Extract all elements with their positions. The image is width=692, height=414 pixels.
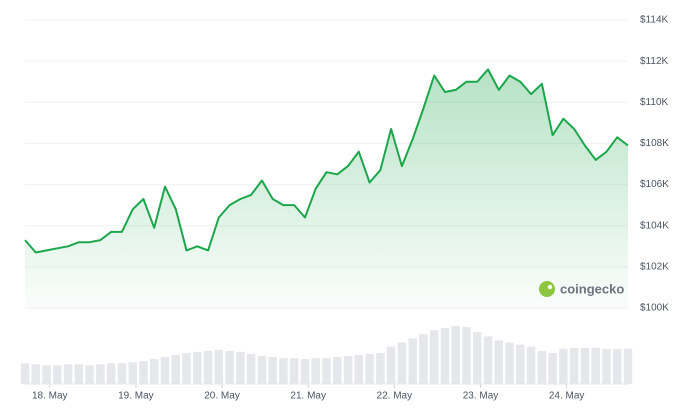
x-tick-label: 23. May xyxy=(463,391,499,402)
volume-bar xyxy=(139,361,148,384)
volume-bar xyxy=(494,340,504,384)
y-tick-label: $114K xyxy=(640,15,669,26)
volume-bar xyxy=(548,352,557,384)
volume-bar xyxy=(279,358,288,384)
volume-bar xyxy=(128,362,137,384)
volume-bar xyxy=(236,351,245,384)
volume-bar xyxy=(74,364,84,384)
price-line xyxy=(24,68,629,254)
volume-bar xyxy=(429,330,439,384)
x-tick-label: 18. May xyxy=(32,391,68,402)
y-tick-label: $110K xyxy=(640,97,669,108)
volume-bar xyxy=(182,352,191,384)
volume-bar xyxy=(537,350,547,384)
volume-bar xyxy=(473,332,482,384)
volume-bar xyxy=(386,346,396,384)
volume-bar xyxy=(613,348,622,384)
volume-bar xyxy=(376,352,385,384)
watermark-text: coingecko xyxy=(560,281,624,296)
volume-bar xyxy=(193,351,202,384)
y-tick-label: $106K xyxy=(640,179,669,190)
volume-bar xyxy=(289,358,299,384)
volume-bar xyxy=(333,357,342,384)
y-tick-label: $100K xyxy=(640,303,669,314)
x-tick-label: 24. May xyxy=(549,391,585,402)
volume-bar xyxy=(149,359,159,384)
volume-bar xyxy=(117,363,127,384)
x-tick-label: 22. May xyxy=(377,391,413,402)
volume-bar xyxy=(246,353,256,384)
volume-bar xyxy=(31,364,40,384)
volume-bar xyxy=(580,347,590,384)
volume-bar xyxy=(623,348,633,384)
y-tick-label: $102K xyxy=(640,261,669,272)
volume-bar xyxy=(257,356,267,384)
volume-bar xyxy=(322,358,331,384)
volume-bar xyxy=(602,348,611,384)
volume-bar xyxy=(365,353,374,384)
y-tick-label: $108K xyxy=(640,138,669,149)
volume-bar xyxy=(300,359,310,384)
volume-bar xyxy=(225,350,234,384)
volume-bar xyxy=(42,365,51,384)
volume-bar xyxy=(96,364,105,384)
volume-bar xyxy=(419,334,428,384)
volume-bar xyxy=(214,349,224,384)
x-tick-label: 21. May xyxy=(290,391,326,402)
volume-bar xyxy=(462,327,471,384)
y-tick-label: $112K xyxy=(640,56,669,67)
volume-bar xyxy=(397,342,407,384)
volume-bar xyxy=(53,365,62,384)
volume-bar xyxy=(451,326,460,384)
volume-bar xyxy=(516,344,525,384)
volume-bar xyxy=(343,356,353,384)
volume-bar xyxy=(20,363,30,384)
x-tick-label: 19. May xyxy=(118,391,154,402)
volume-bar xyxy=(505,342,514,384)
watermark: coingecko xyxy=(539,281,624,297)
volume-bar xyxy=(526,346,536,384)
volume-bar xyxy=(311,358,320,384)
y-tick-label: $104K xyxy=(640,220,669,231)
volume-bar xyxy=(203,350,213,384)
volume-bar xyxy=(354,355,364,384)
volume-bar xyxy=(63,364,73,384)
volume-bar xyxy=(106,363,116,384)
volume-bar xyxy=(440,328,450,384)
volume-bar xyxy=(569,347,579,384)
volume-bar xyxy=(160,357,170,384)
volume-bar xyxy=(591,347,600,384)
volume-bar xyxy=(408,338,417,384)
x-tick-label: 20. May xyxy=(204,391,240,402)
volume-bar xyxy=(559,348,568,384)
volume-bar xyxy=(171,355,180,384)
volume-bar xyxy=(268,357,277,384)
area xyxy=(25,69,628,309)
volume-bar xyxy=(85,365,94,384)
volume-bar xyxy=(483,336,493,384)
